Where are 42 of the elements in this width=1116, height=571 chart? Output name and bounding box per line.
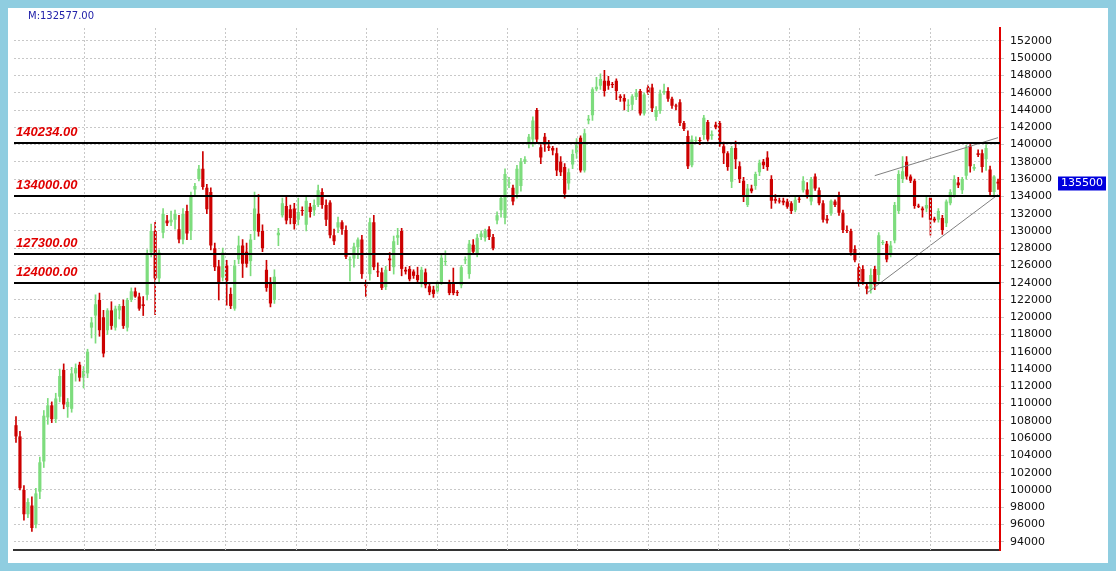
- y-tick-label: 144000: [1010, 102, 1053, 116]
- y-tick-label: 134000: [1010, 189, 1053, 203]
- y-tick-label: 100000: [1010, 482, 1053, 496]
- y-tick-label: 116000: [1010, 344, 1053, 358]
- y-tick-label: 118000: [1010, 327, 1053, 341]
- y-tick-label: 130000: [1010, 223, 1053, 237]
- y-tick-label: 114000: [1010, 361, 1053, 375]
- y-tick-label: 148000: [1010, 68, 1053, 82]
- candlestick: [972, 164, 976, 171]
- candlestick: [165, 215, 169, 227]
- y-tick-label: 98000: [1010, 500, 1046, 514]
- candlestick: [169, 210, 173, 227]
- y-tick-label: 120000: [1010, 310, 1053, 324]
- y-tick-label: 138000: [1010, 154, 1053, 168]
- y-tick-label: 122000: [1010, 292, 1053, 306]
- ref-line-label: 127300.00: [16, 235, 79, 251]
- y-tick-label: 146000: [1010, 85, 1053, 99]
- y-tick-label: 124000: [1010, 275, 1053, 289]
- candlestick: [710, 130, 714, 140]
- ref-line-label: 140234.00: [16, 123, 79, 139]
- y-tick-label: 108000: [1010, 413, 1053, 427]
- y-tick-label: 132000: [1010, 206, 1053, 220]
- ref-line-label: 134000.00: [16, 177, 79, 193]
- y-tick-label: 140000: [1010, 137, 1053, 151]
- y-tick-label: 112000: [1010, 379, 1053, 393]
- candlestick: [300, 206, 304, 216]
- text: 135500: [1061, 176, 1104, 190]
- ref-line-label: 124000.00: [16, 263, 79, 279]
- y-tick-label: 128000: [1010, 241, 1053, 255]
- y-tick-label: 126000: [1010, 258, 1053, 272]
- y-tick-label: 152000: [1010, 33, 1053, 47]
- y-tick-label: 94000: [1010, 534, 1046, 548]
- y-tick-label: 150000: [1010, 51, 1053, 65]
- y-tick-label: 106000: [1010, 431, 1053, 445]
- y-tick-label: 136000: [1010, 171, 1053, 185]
- text: M:132577.00: [28, 9, 95, 21]
- candlestick: [141, 296, 145, 316]
- y-tick-label: 96000: [1010, 517, 1046, 531]
- y-tick-label: 104000: [1010, 448, 1053, 462]
- y-tick-label: 110000: [1010, 396, 1053, 410]
- y-tick-label: 142000: [1010, 120, 1053, 134]
- y-tick-label: 102000: [1010, 465, 1053, 479]
